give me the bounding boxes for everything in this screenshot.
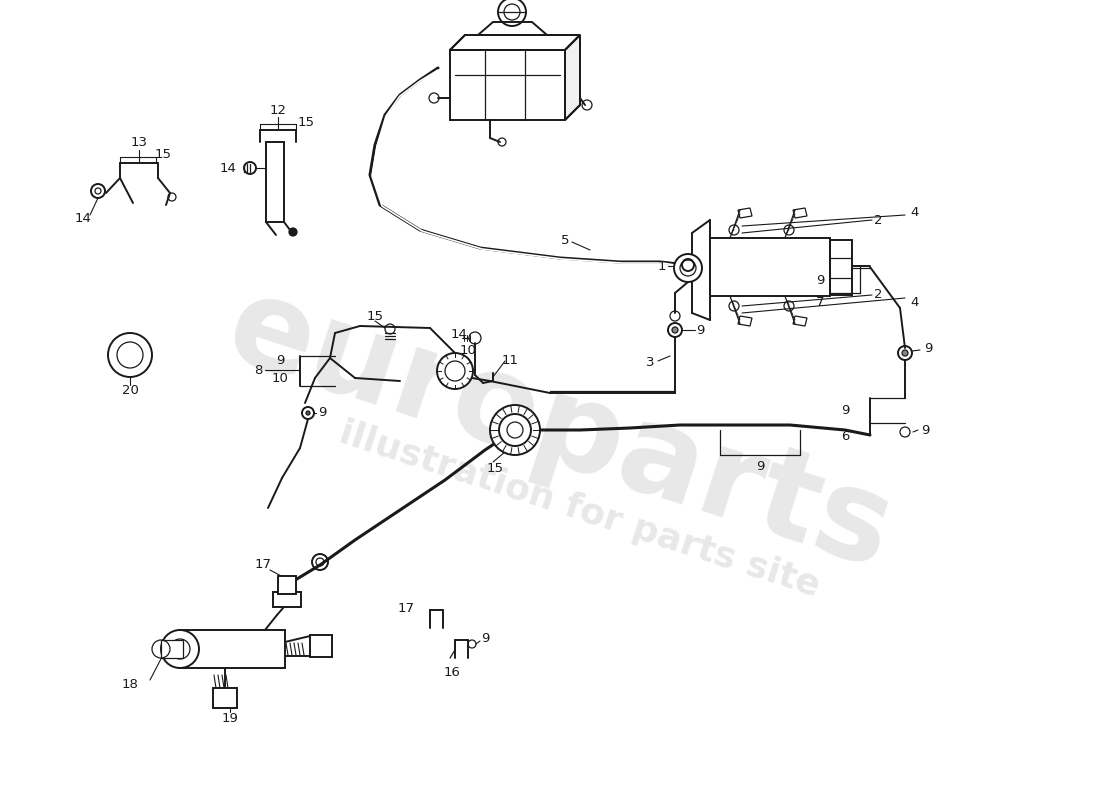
- Polygon shape: [565, 35, 580, 120]
- Text: 15: 15: [486, 462, 504, 474]
- Text: 12: 12: [270, 103, 286, 117]
- Text: 9: 9: [481, 631, 490, 645]
- Text: 16: 16: [443, 666, 461, 678]
- Text: 9: 9: [921, 423, 929, 437]
- Text: 15: 15: [366, 310, 384, 322]
- Text: 8: 8: [254, 363, 262, 377]
- Text: 9: 9: [756, 461, 764, 474]
- Text: 15: 15: [297, 115, 315, 129]
- Circle shape: [306, 411, 310, 415]
- Text: 3: 3: [646, 357, 654, 370]
- Text: 17: 17: [254, 558, 272, 571]
- Circle shape: [170, 639, 190, 659]
- Text: 9: 9: [840, 403, 849, 417]
- Circle shape: [902, 350, 908, 356]
- Circle shape: [674, 254, 702, 282]
- Text: 17: 17: [398, 602, 415, 614]
- Text: 9: 9: [924, 342, 932, 354]
- Bar: [273, 592, 301, 607]
- Bar: [278, 576, 296, 594]
- Text: 6: 6: [840, 430, 849, 442]
- Text: 11: 11: [502, 354, 518, 367]
- Text: 9: 9: [696, 323, 704, 337]
- Text: 4: 4: [911, 206, 920, 218]
- Text: 9: 9: [816, 274, 824, 287]
- Polygon shape: [450, 35, 580, 50]
- Text: 14: 14: [219, 162, 236, 174]
- Bar: [830, 240, 852, 295]
- Text: 4: 4: [911, 295, 920, 309]
- Bar: [161, 640, 183, 658]
- Text: 10: 10: [460, 343, 476, 357]
- Circle shape: [161, 630, 199, 668]
- Text: 7: 7: [816, 297, 824, 310]
- Circle shape: [289, 228, 297, 236]
- Text: 14: 14: [451, 329, 468, 342]
- Bar: [266, 142, 284, 222]
- Text: 13: 13: [131, 137, 147, 150]
- Text: 2: 2: [873, 289, 882, 302]
- Text: 20: 20: [122, 383, 139, 397]
- Text: 14: 14: [75, 211, 91, 225]
- Text: illustration for parts site: illustration for parts site: [336, 416, 825, 604]
- Circle shape: [672, 327, 678, 333]
- Bar: [710, 238, 830, 296]
- Bar: [310, 635, 332, 657]
- Circle shape: [437, 353, 473, 389]
- Bar: [180, 630, 285, 668]
- Text: 15: 15: [154, 149, 172, 162]
- Text: 18: 18: [122, 678, 139, 691]
- Text: 10: 10: [272, 371, 288, 385]
- Text: 2: 2: [873, 214, 882, 226]
- Text: 9: 9: [276, 354, 284, 367]
- Text: 5: 5: [561, 234, 570, 246]
- Text: europarts: europarts: [212, 266, 908, 594]
- Text: 9: 9: [318, 406, 327, 419]
- Circle shape: [490, 405, 540, 455]
- Bar: [213, 688, 236, 708]
- Text: 19: 19: [221, 711, 239, 725]
- Text: 1: 1: [658, 259, 667, 273]
